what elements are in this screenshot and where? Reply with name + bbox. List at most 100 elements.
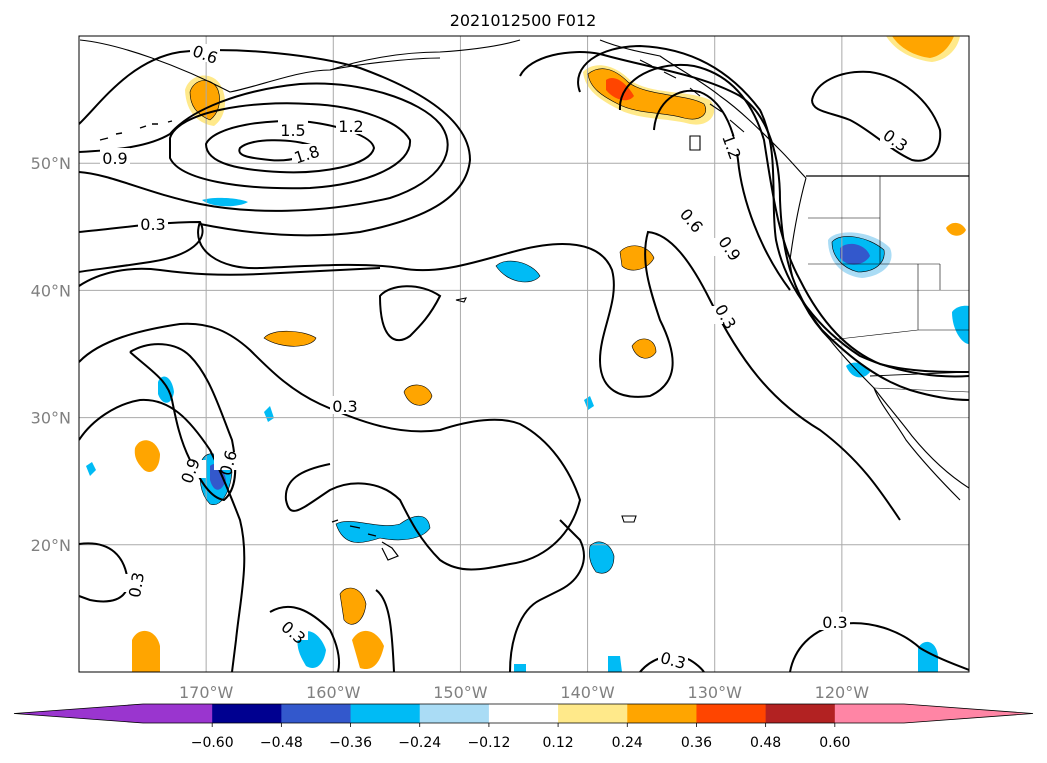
warm-anomaly-b	[632, 338, 656, 359]
warm-anomaly-f	[340, 588, 366, 625]
lat-label: 30°N	[31, 409, 71, 428]
latitude-labels: 50°N 40°N 30°N 20°N	[31, 154, 71, 555]
map-title: 2021012500 F012	[450, 11, 597, 30]
aleutian-islands	[99, 120, 173, 141]
colorbar-tick-label: 0.36	[681, 735, 712, 751]
cool-anomaly-m	[86, 462, 96, 476]
se-alaska-coastline	[599, 39, 807, 179]
colorbar-cell	[143, 704, 213, 723]
contour-0.3-south	[79, 322, 582, 571]
lon-label: 170°W	[179, 683, 234, 702]
island-a	[455, 297, 467, 303]
contour-label: 0.3	[140, 215, 165, 234]
cool-anomaly-b	[202, 197, 248, 207]
contour-0.3-mid-west	[79, 267, 381, 287]
contour-label: 1.2	[338, 117, 363, 136]
colorbar-cell	[558, 704, 628, 723]
colorbar-tick-label: −0.60	[191, 735, 234, 751]
colorbar-extend-max	[904, 704, 1033, 723]
colorbar-extend-min	[14, 704, 143, 723]
baja-peninsula	[873, 387, 961, 501]
lon-label: 140°W	[560, 683, 615, 702]
contour-0.3-bottom-mid	[269, 605, 340, 672]
cool-anomaly-g	[297, 631, 326, 669]
cool-anomaly-o	[584, 396, 594, 410]
colorbar-cell	[834, 704, 905, 723]
lon-label: 150°W	[433, 683, 488, 702]
bc-islands	[639, 59, 745, 133]
warm-anomaly-c	[264, 331, 316, 347]
contour-0.3-central	[197, 221, 901, 521]
contour-0.3-bottom-right	[639, 654, 705, 672]
warm-anomaly-i	[946, 222, 966, 236]
contour-0.3-ne	[811, 70, 942, 162]
lon-label: 120°W	[815, 683, 870, 702]
island-c	[621, 515, 637, 523]
cool-anomaly-e	[336, 516, 430, 543]
contour-label: 1.5	[280, 121, 305, 140]
colorbar-outline	[13, 703, 1034, 724]
us-west-coastline	[789, 177, 969, 489]
coastlines	[79, 39, 969, 561]
colorbar-tick-label: 0.48	[750, 735, 781, 751]
shaded-anomalies	[86, 36, 969, 672]
contour-0.3-far-se	[789, 622, 969, 672]
cool-anomaly-a	[496, 261, 540, 282]
colorbar-cell	[419, 704, 490, 723]
contour-0.6-north	[79, 49, 472, 237]
warm-anomaly-g	[352, 630, 384, 670]
colorbar-tick-label: 0.24	[612, 735, 643, 751]
warm-anomaly-e	[134, 440, 160, 473]
contour-0.6-east	[577, 44, 969, 378]
colorbar-cell	[212, 704, 282, 723]
island-b	[689, 135, 701, 151]
contour-label: 0.9	[102, 149, 127, 168]
contour-0.3-bottom-mid-2	[375, 589, 395, 672]
colorbar-cell	[281, 704, 352, 723]
colorbar-cell	[696, 704, 767, 723]
colorbar-cell	[350, 704, 421, 723]
colorbar-tick-label: −0.48	[260, 735, 303, 751]
colorbar-tick-label: 0.12	[543, 735, 574, 751]
colorbar-tick-label: −0.36	[329, 735, 372, 751]
colorbar-cell	[765, 704, 836, 723]
cool-anomaly-d-core	[210, 463, 226, 490]
hawaii-islands	[331, 519, 399, 561]
map-frame	[78, 35, 970, 673]
lon-label: 160°W	[306, 683, 361, 702]
warm-anomaly-d	[404, 384, 432, 406]
cool-anomaly-j	[608, 656, 622, 672]
colorbar-tick-label: −0.24	[398, 735, 441, 751]
cool-anomaly-pnw-core	[840, 243, 870, 265]
hot-anomaly-gulf-alaska	[606, 77, 634, 101]
lat-label: 50°N	[31, 154, 71, 173]
contour-1.2	[169, 102, 412, 190]
lat-label: 40°N	[31, 281, 71, 300]
warm-anomaly-west-core	[190, 80, 220, 120]
contour-label: 0.3	[125, 571, 148, 599]
contour-0.3-bulge	[378, 285, 442, 342]
contour-0.3-east	[519, 51, 969, 401]
contour-label: 0.3	[822, 613, 847, 632]
warm-anomaly-h	[132, 630, 160, 672]
cool-anomaly-f	[589, 541, 614, 574]
contour-1.5	[204, 119, 376, 174]
height-anomaly-contours	[79, 44, 969, 672]
cool-anomaly-l	[514, 664, 526, 672]
longitude-labels: 170°W 160°W 150°W 140°W 130°W 120°W	[179, 683, 869, 702]
contour-0.3-se	[509, 519, 585, 672]
map-area: 0.6 1.5 1.2 1.8 0.9 0.3 0.6 0.9 0.3 1.2 …	[79, 36, 969, 673]
cool-anomaly-e-edge	[952, 305, 969, 344]
contour-0.9-south	[129, 343, 237, 502]
lat-label: 20°N	[31, 536, 71, 555]
contour-label: 0.3	[332, 397, 357, 416]
contour-label: 0.3	[658, 648, 688, 673]
colorbar-cell	[488, 704, 559, 723]
lon-label: 130°W	[688, 683, 743, 702]
colorbar-cell	[627, 704, 697, 723]
colorbar: −0.60 −0.48 −0.36 −0.24 −0.12 0.12 0.24 0.36 0.4…	[13, 703, 1034, 751]
aleutian-coastline	[79, 39, 521, 93]
state-borders	[808, 176, 969, 393]
colorbar-tick-label: 0.60	[819, 735, 850, 751]
